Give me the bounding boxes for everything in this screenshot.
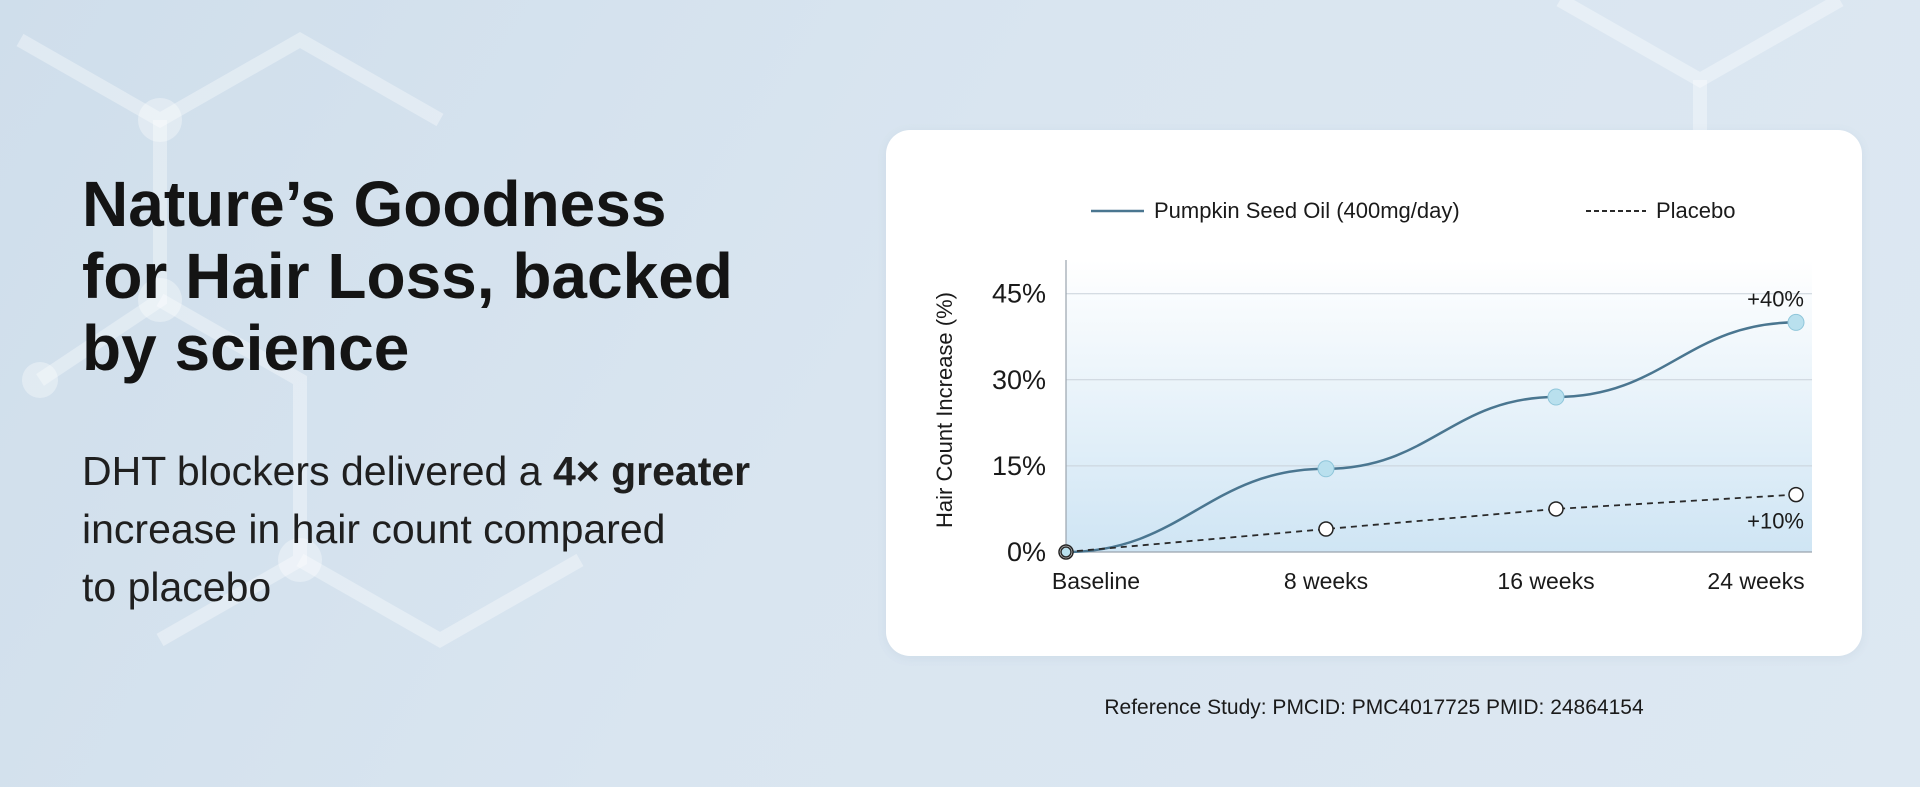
x-tick-label: 16 weeks bbox=[1497, 568, 1594, 594]
data-label-pumpkin-end: +40% bbox=[1747, 286, 1804, 311]
baseline-point bbox=[1060, 546, 1072, 558]
chart-card: 0% 15% 30% 45% Baseline 8 weeks 16 weeks 24 wee… bbox=[886, 130, 1862, 656]
series-line-placebo bbox=[1065, 493, 1797, 553]
summary-highlight: 4× greater bbox=[552, 448, 751, 494]
pumpkin-seed-oil-point bbox=[1547, 388, 1565, 406]
legend-label-pumpkin-seed-oil: Pumpkin Seed Oil (400mg/day) bbox=[1154, 198, 1460, 223]
x-tick-label: 8 weeks bbox=[1284, 568, 1368, 594]
y-tick-label: 15% bbox=[992, 451, 1046, 481]
summary-text: DHT blockers delivered a 4× greater incr… bbox=[82, 442, 802, 616]
headline-line-1: Nature’s Goodness bbox=[82, 168, 667, 240]
pumpkin-seed-oil-point bbox=[1787, 313, 1805, 331]
data-label-placebo-end: +10% bbox=[1747, 509, 1804, 534]
y-tick-label: 45% bbox=[992, 279, 1046, 309]
summary-part-3: to placebo bbox=[82, 564, 272, 610]
y-tick-label: 0% bbox=[1007, 537, 1046, 567]
summary-part-1: DHT blockers delivered a bbox=[82, 448, 553, 494]
plot-background bbox=[1066, 260, 1812, 552]
y-axis-label: Hair Count Increase (%) bbox=[932, 292, 957, 528]
x-tick-label: 24 weeks bbox=[1707, 568, 1804, 594]
y-tick-label: 30% bbox=[992, 365, 1046, 395]
placebo-point bbox=[1318, 521, 1334, 537]
legend-label-placebo: Placebo bbox=[1656, 198, 1736, 223]
placebo-point bbox=[1788, 486, 1804, 503]
placebo-point bbox=[1548, 501, 1564, 517]
reference-study: Reference Study: PMCID: PMC4017725 PMID:… bbox=[1104, 696, 1644, 719]
headline-line-2: for Hair Loss, backed bbox=[82, 240, 733, 312]
pumpkin-seed-oil-point bbox=[1317, 460, 1335, 478]
headline-line-3: by science bbox=[82, 312, 410, 384]
summary-part-2: increase in hair count compared bbox=[82, 506, 666, 552]
x-tick-label: Baseline bbox=[1052, 568, 1140, 594]
line-chart: 0% 15% 30% 45% Baseline 8 weeks 16 weeks 24 wee… bbox=[932, 198, 1812, 594]
series-line-pumpkin-seed-oil bbox=[1065, 321, 1797, 554]
page-headline: Nature’s Goodness for Hair Loss, backed … bbox=[82, 168, 802, 384]
